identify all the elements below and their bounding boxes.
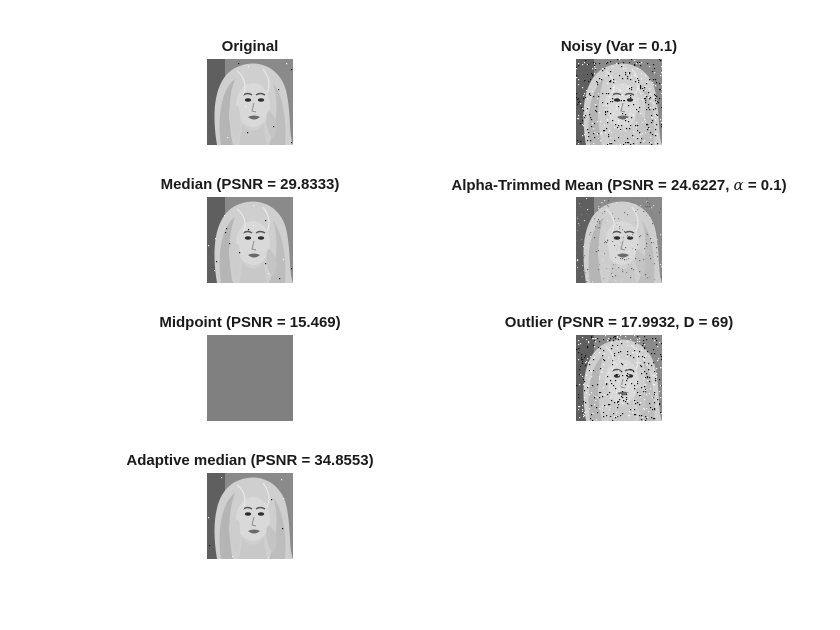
alpha-symbol: α — [733, 176, 744, 194]
portrait-image-adaptive-median — [207, 473, 293, 559]
panel-title: Median (PSNR = 29.8333) — [160, 176, 340, 193]
panel-title-prefix: Alpha-Trimmed Mean (PSNR = 24.6227, — [451, 177, 734, 194]
portrait-image-outlier — [576, 335, 662, 421]
panel-title: Original — [221, 38, 279, 55]
portrait-image-alpha-trimmed — [576, 197, 662, 283]
portrait-image-median — [207, 197, 293, 283]
panel-title: Adaptive median (PSNR = 34.8553) — [126, 452, 374, 469]
panel-title: Noisy (Var = 0.1) — [560, 38, 678, 55]
panel-title-suffix: = 0.1) — [743, 177, 787, 194]
panel-title: Midpoint (PSNR = 15.469) — [159, 314, 341, 331]
portrait-image-original — [207, 59, 293, 145]
panel-title: Alpha-Trimmed Mean (PSNR = 24.6227, α = … — [429, 176, 809, 195]
flat-gray-image-midpoint — [207, 335, 293, 421]
flat-gray-fill — [207, 335, 293, 421]
panel-title: Outlier (PSNR = 17.9932, D = 69) — [504, 314, 734, 331]
portrait-image-noisy — [576, 59, 662, 145]
